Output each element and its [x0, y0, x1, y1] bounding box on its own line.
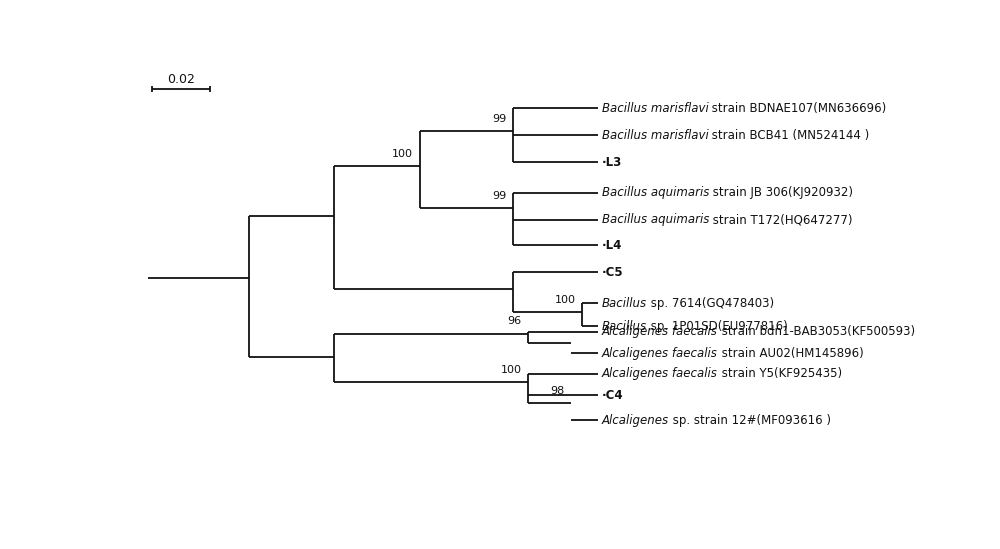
Text: Alcaligenes faecalis: Alcaligenes faecalis — [602, 325, 718, 338]
Text: Bacillus marisflavi: Bacillus marisflavi — [602, 102, 708, 115]
Text: Bacillus: Bacillus — [602, 296, 647, 310]
Text: 100: 100 — [392, 149, 413, 159]
Text: Alcaligenes faecalis: Alcaligenes faecalis — [602, 346, 718, 360]
Text: Alcaligenes faecalis: Alcaligenes faecalis — [602, 367, 718, 380]
Text: sp. 7614(GQ478403): sp. 7614(GQ478403) — [647, 296, 774, 310]
Text: strain BDNAE107(MN636696): strain BDNAE107(MN636696) — [708, 102, 887, 115]
Text: sp. strain 12#(MF093616 ): sp. strain 12#(MF093616 ) — [669, 413, 831, 427]
Text: sp. 1P01SD(EU977816): sp. 1P01SD(EU977816) — [647, 320, 788, 333]
Text: ·L3: ·L3 — [602, 155, 622, 169]
Text: strain JB 306(KJ920932): strain JB 306(KJ920932) — [709, 187, 853, 199]
Text: ·C4: ·C4 — [602, 389, 623, 402]
Text: ·L4: ·L4 — [602, 239, 622, 252]
Text: strain AU02(HM145896): strain AU02(HM145896) — [718, 346, 863, 360]
Text: Bacillus: Bacillus — [602, 320, 647, 333]
Text: strain T172(HQ647277): strain T172(HQ647277) — [709, 214, 852, 226]
Text: 99: 99 — [492, 192, 506, 201]
Text: Alcaligenes: Alcaligenes — [602, 413, 669, 427]
Text: strain Y5(KF925435): strain Y5(KF925435) — [718, 367, 842, 380]
Text: 100: 100 — [501, 365, 522, 374]
Text: 100: 100 — [555, 295, 576, 305]
Text: ·C5: ·C5 — [602, 266, 623, 279]
Text: strain bdn1-BAB3053(KF500593): strain bdn1-BAB3053(KF500593) — [718, 325, 915, 338]
Text: 99: 99 — [492, 114, 506, 125]
Text: 98: 98 — [550, 386, 564, 396]
Text: strain BCB41 (MN524144 ): strain BCB41 (MN524144 ) — [708, 128, 870, 142]
Text: 0.02: 0.02 — [167, 73, 195, 86]
Text: 96: 96 — [508, 316, 522, 326]
Text: Bacillus marisflavi: Bacillus marisflavi — [602, 128, 708, 142]
Text: Bacillus aquimaris: Bacillus aquimaris — [602, 214, 709, 226]
Text: Bacillus aquimaris: Bacillus aquimaris — [602, 187, 709, 199]
